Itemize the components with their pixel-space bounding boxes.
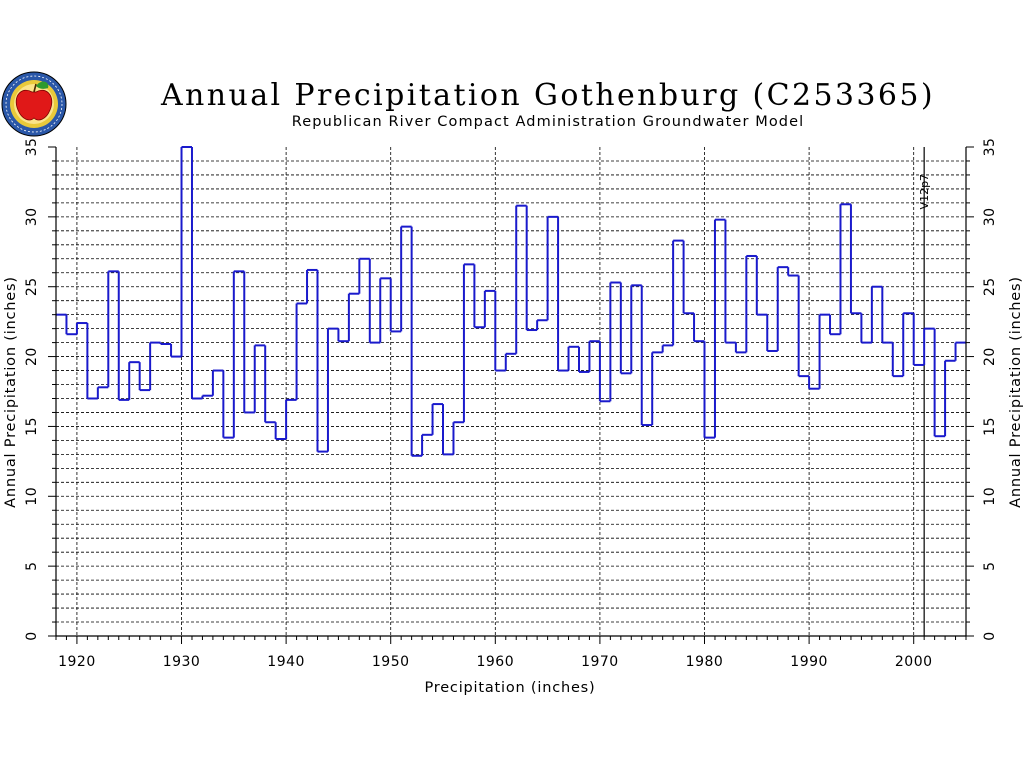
y-tick-label-left: 10: [24, 487, 40, 506]
y-tick-label-left: 15: [24, 417, 40, 436]
y-tick-label-right: 30: [982, 207, 998, 226]
x-tick-label: 1930: [163, 654, 201, 670]
grid-lines: [56, 147, 966, 636]
y-tick-label-left: 20: [24, 347, 40, 366]
y-tick-label-left: 35: [24, 138, 40, 157]
data-series: [56, 146, 966, 457]
x-tick-label: 1940: [267, 654, 305, 670]
y-tick-label-right: 35: [982, 138, 998, 157]
x-tick-label: 1950: [372, 654, 410, 670]
y-tick-label-left: 25: [24, 277, 40, 296]
x-tick-label: 1960: [476, 654, 514, 670]
y-tick-label-right: 20: [982, 347, 998, 366]
y-tick-label-right: 25: [982, 277, 998, 296]
y-tick-label-right: 0: [982, 631, 998, 640]
x-tick-label: 1990: [790, 654, 828, 670]
axes: [48, 146, 974, 644]
x-tick-label: 1970: [581, 654, 619, 670]
x-tick-label: 1920: [58, 654, 96, 670]
tick-labels: 0 0 5 5 10 10 15 15 20 20 25 25 30 30 35 35 1920 1930 1940…: [24, 138, 998, 670]
x-tick-label: 1980: [686, 654, 724, 670]
rrca-apple-seal-logo: [1, 71, 67, 137]
y-axis-label-right: Annual Precipitation (inches): [1008, 276, 1024, 508]
chart-title: Annual Precipitation Gothenburg (C253365…: [160, 78, 935, 113]
y-tick-label-right: 15: [982, 417, 998, 436]
y-tick-label-left: 0: [24, 631, 40, 640]
y-tick-label-right: 5: [982, 561, 998, 570]
y-axis-label-left: Annual Precipitation (inches): [3, 276, 19, 508]
x-axis-label: Precipitation (inches): [424, 680, 595, 696]
y-tick-label-left: 30: [24, 207, 40, 226]
chart-subtitle: Republican River Compact Administration …: [292, 114, 805, 130]
y-tick-label-left: 5: [24, 561, 40, 570]
x-tick-label: 2000: [895, 654, 933, 670]
version-annotation: V12p7: [918, 174, 931, 210]
y-tick-label-right: 10: [982, 487, 998, 506]
